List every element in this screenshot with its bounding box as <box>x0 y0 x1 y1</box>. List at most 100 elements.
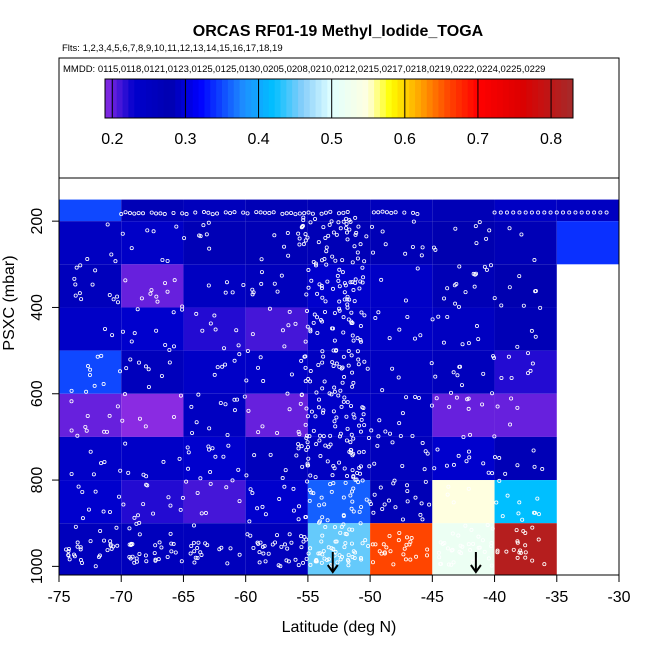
observation-point <box>105 429 110 434</box>
observation-point <box>232 358 237 363</box>
x-axis-label: Latitude (deg N) <box>282 619 397 636</box>
observation-point <box>123 441 128 446</box>
observation-point <box>166 495 171 500</box>
observation-point <box>383 429 388 434</box>
observation-point <box>223 402 228 407</box>
observation-point <box>250 491 255 496</box>
x-tick-label: -75 <box>47 589 70 606</box>
observation-point <box>490 526 495 531</box>
observation-point <box>487 228 492 233</box>
observation-point <box>250 332 255 337</box>
observation-point <box>531 448 536 453</box>
heatmap-cell <box>183 350 246 394</box>
observation-point <box>186 450 191 455</box>
observation-point <box>251 545 256 550</box>
observation-point <box>303 232 308 237</box>
observation-point <box>195 546 200 551</box>
observation-point <box>320 533 325 538</box>
observation-point <box>357 423 362 428</box>
observation-point <box>315 315 320 320</box>
observation-point <box>299 392 304 397</box>
observation-point <box>152 551 157 556</box>
observation-point <box>171 210 176 215</box>
observation-point <box>272 281 277 286</box>
observation-point <box>248 487 253 492</box>
observation-point <box>143 364 148 369</box>
heatmap-cell <box>183 480 246 524</box>
observation-point <box>191 540 196 545</box>
y-tick-label: 400 <box>29 294 46 321</box>
observation-point <box>145 228 150 233</box>
observation-point <box>198 550 203 555</box>
observation-point <box>287 532 292 537</box>
observation-point <box>307 488 312 493</box>
observation-point <box>509 375 514 380</box>
observation-point <box>338 530 343 535</box>
observation-point <box>403 298 408 303</box>
observation-point <box>137 532 142 537</box>
observation-point <box>343 541 348 546</box>
colorbar-segment <box>110 79 118 118</box>
observation-point <box>270 542 275 547</box>
colorbar-segment <box>420 79 428 118</box>
observation-point <box>361 449 366 454</box>
observation-point <box>279 544 284 549</box>
colorbar-segment <box>157 79 164 118</box>
heatmap-cell <box>245 264 308 308</box>
observation-point <box>332 338 337 343</box>
colorbar-segment <box>216 79 223 118</box>
observation-point <box>355 336 360 341</box>
observation-point <box>434 396 439 401</box>
observation-point <box>320 295 325 300</box>
observation-point <box>536 210 541 215</box>
heatmap-cell <box>59 393 122 437</box>
observation-point <box>530 525 535 530</box>
colorbar-segment <box>391 79 398 118</box>
observation-point <box>542 562 547 567</box>
observation-point <box>404 542 409 547</box>
observation-point <box>532 464 537 469</box>
observation-point <box>362 313 367 318</box>
observation-point <box>201 223 206 228</box>
observation-point <box>171 414 176 419</box>
heatmap-cell <box>307 199 371 222</box>
observation-point <box>359 417 364 422</box>
observation-point <box>370 560 375 565</box>
colorbar-segment <box>298 79 305 118</box>
observation-point <box>352 299 357 304</box>
observation-point <box>93 268 98 273</box>
observation-point <box>123 278 128 283</box>
observation-point <box>304 447 309 452</box>
colorbar-segment <box>105 79 112 118</box>
observation-point <box>301 242 306 247</box>
observation-point <box>350 370 355 375</box>
observation-point <box>114 525 119 530</box>
observation-point <box>210 212 215 217</box>
observation-point <box>351 380 356 385</box>
observation-point <box>358 429 363 434</box>
observation-point <box>370 542 375 547</box>
observation-point <box>333 424 338 429</box>
heatmap-cell <box>59 480 122 524</box>
observation-point <box>532 258 537 263</box>
observation-point <box>296 446 301 451</box>
observation-point <box>207 246 212 251</box>
observation-point <box>330 326 335 331</box>
observation-point <box>163 281 168 286</box>
observation-point <box>444 463 449 468</box>
observation-point <box>445 546 450 551</box>
observation-point <box>456 453 461 458</box>
observation-point <box>215 211 220 216</box>
observation-point <box>102 538 107 543</box>
colorbar-segment <box>368 79 375 118</box>
heatmap-cell <box>245 221 308 265</box>
observation-point <box>498 210 503 215</box>
observation-point <box>466 341 471 346</box>
heatmap-cell <box>432 221 495 265</box>
colorbar-segment <box>543 79 551 118</box>
colorbar-segment <box>520 79 527 118</box>
observation-point <box>347 297 352 302</box>
observation-point <box>405 314 410 319</box>
observation-point <box>155 299 160 304</box>
colorbar-segment <box>145 79 153 118</box>
